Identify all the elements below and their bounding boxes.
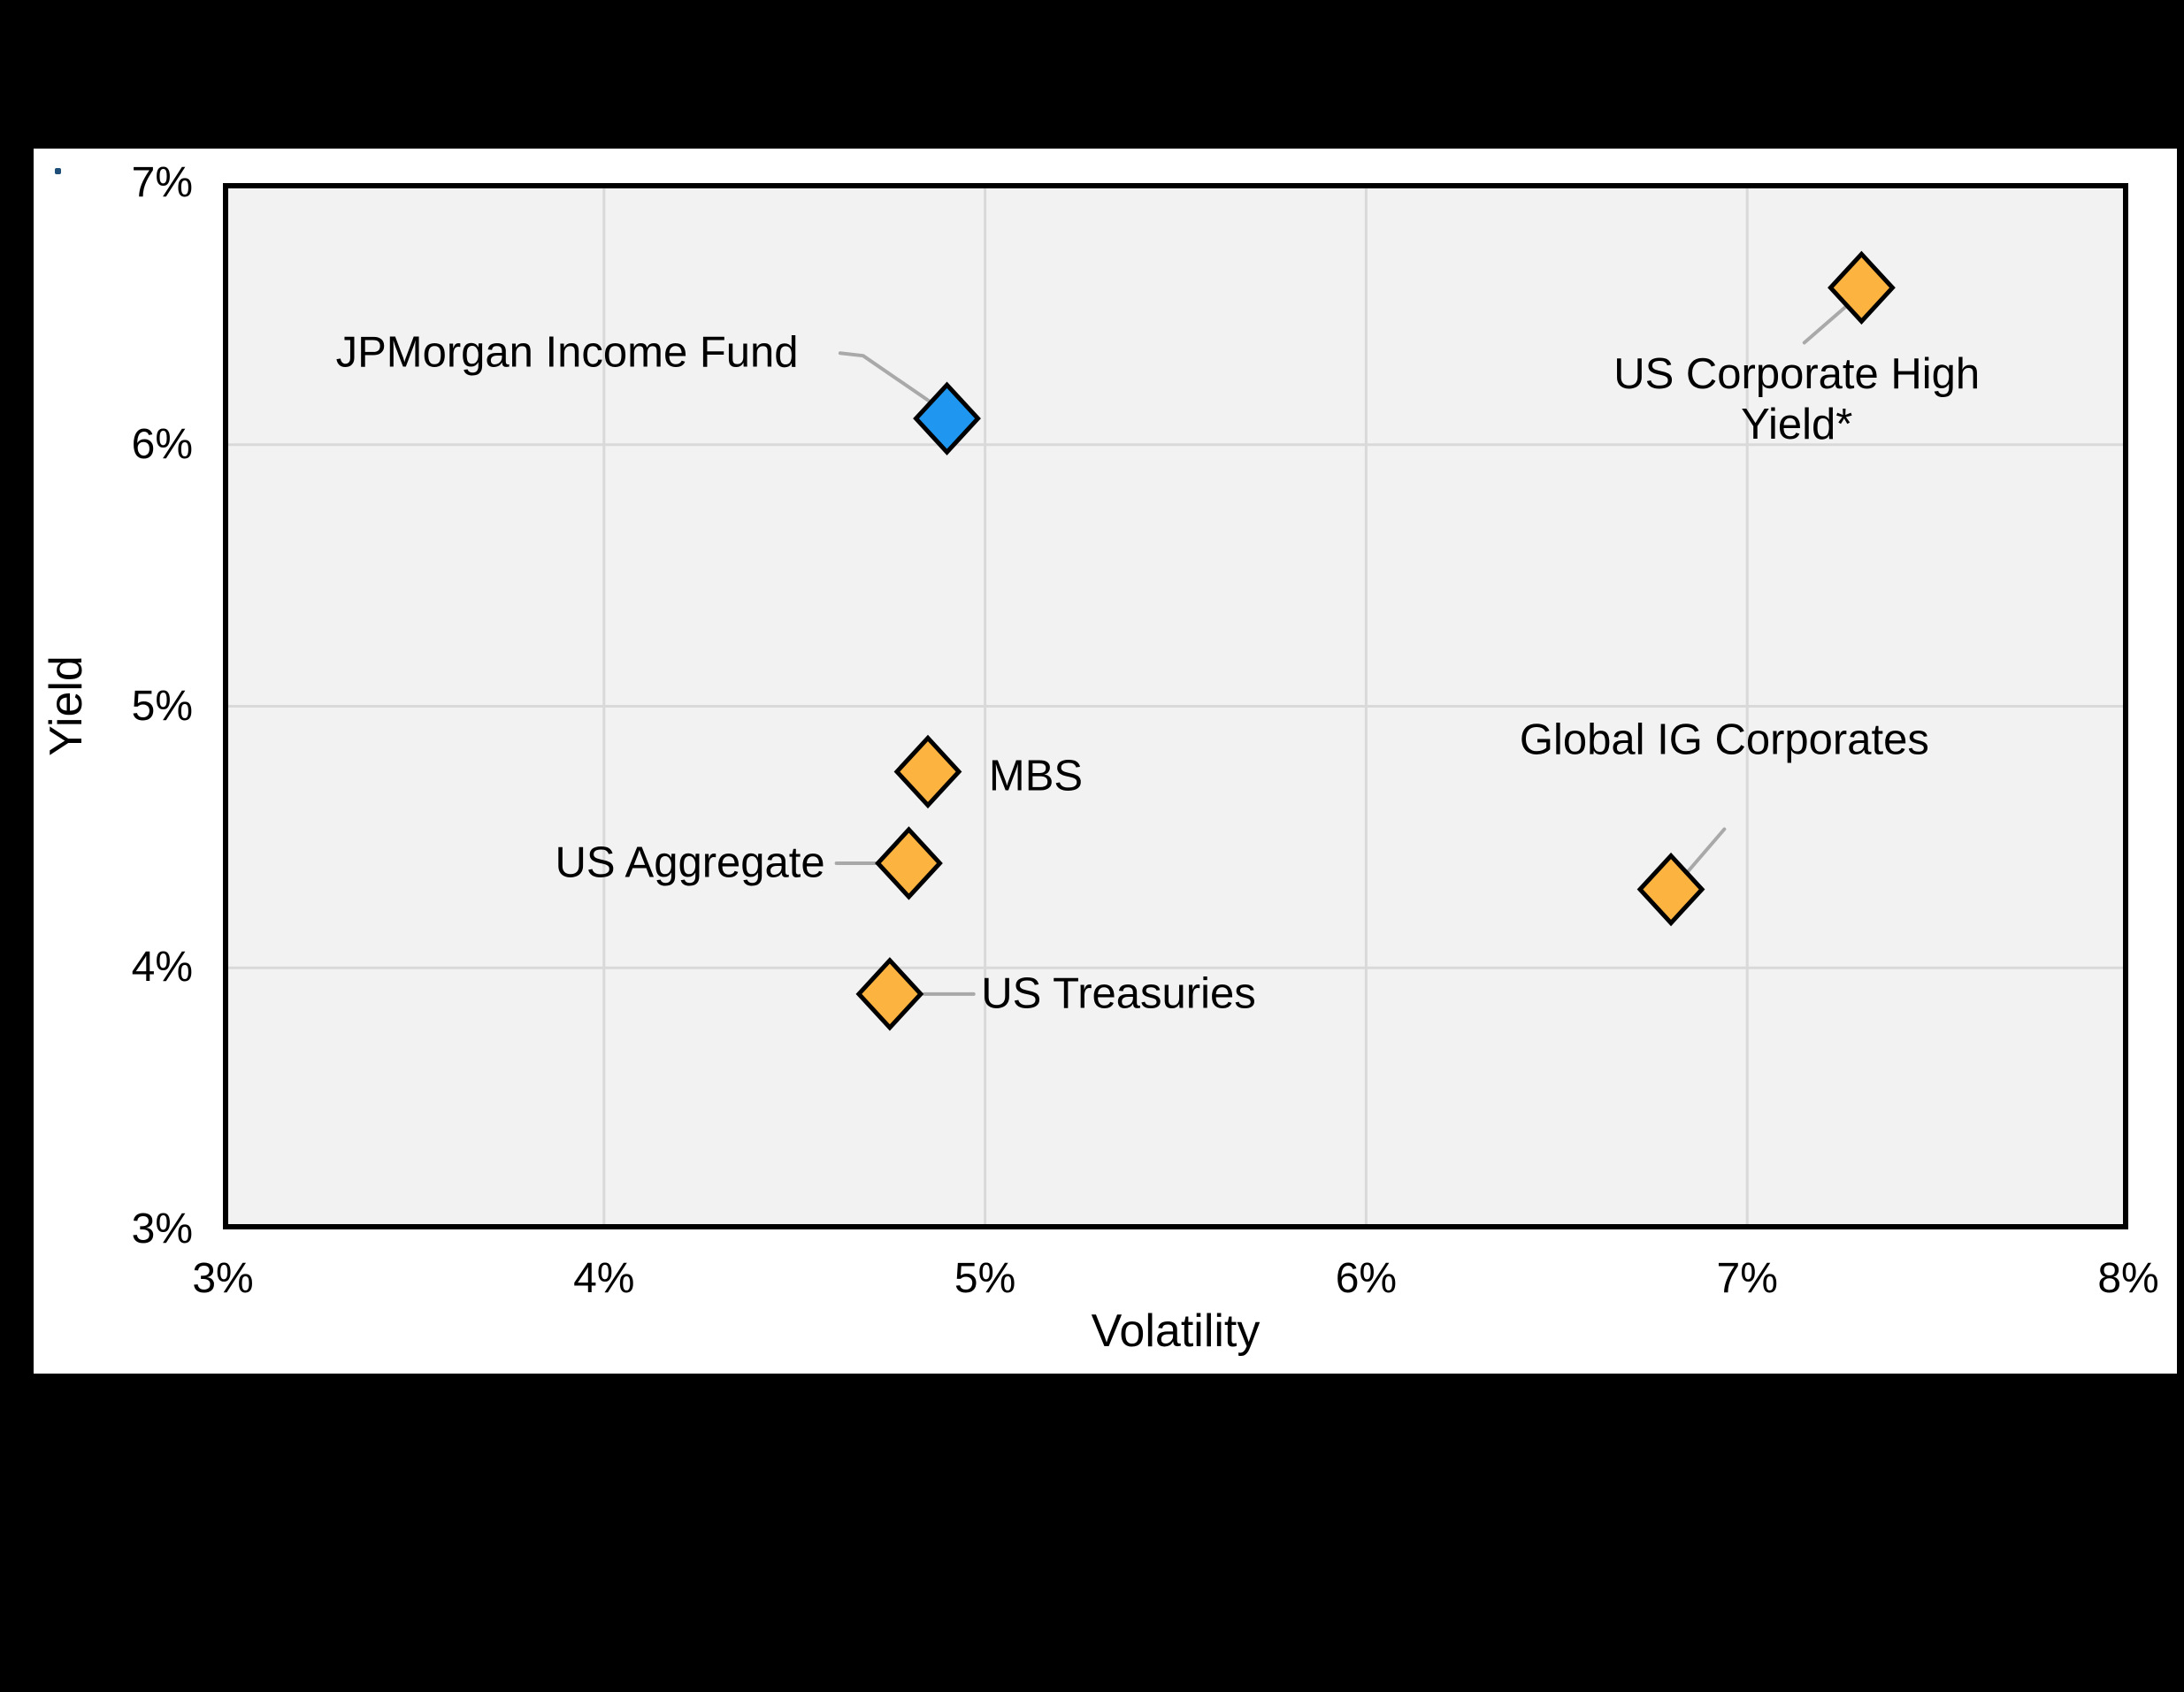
y-tick-6: 6% bbox=[131, 420, 193, 468]
plot-border bbox=[223, 183, 2128, 1229]
annotation-us-aggregate: US Aggregate bbox=[556, 838, 825, 889]
annotation-line: JPMorgan Income Fund bbox=[335, 328, 799, 377]
x-tick-6: 6% bbox=[1335, 1255, 1398, 1302]
annotation-line: MBS bbox=[988, 752, 1084, 800]
x-tick-7: 7% bbox=[1716, 1255, 1778, 1302]
chart-card: Yield JPMorgan Income Fund US Corporate H… bbox=[34, 149, 2177, 1374]
y-tick-3: 3% bbox=[131, 1206, 193, 1252]
data-point-global-ig-corporates bbox=[1636, 852, 1705, 927]
leader-line-jpmorgan-income-fund bbox=[838, 351, 949, 416]
x-tick-4: 4% bbox=[573, 1255, 635, 1302]
annotation-line: Global IG Corporates bbox=[1519, 716, 1929, 764]
annotation-us-treasuries: US Treasuries bbox=[981, 968, 1255, 1019]
y-tick-5: 5% bbox=[131, 682, 193, 730]
annotation-line: Yield* bbox=[1741, 401, 1853, 449]
data-point-mbs bbox=[893, 734, 962, 809]
x-axis-title: Volatility bbox=[1091, 1305, 1261, 1357]
data-point-us-treasuries bbox=[855, 957, 924, 1031]
scatter-plot-canvas bbox=[223, 183, 2128, 1229]
data-point-jpmorgan-income-fund bbox=[913, 381, 981, 456]
annotation-line: US Corporate High bbox=[1613, 350, 1981, 399]
y-tick-4: 4% bbox=[131, 944, 193, 991]
data-point-us-corporate-high-yield bbox=[1828, 250, 1896, 325]
bullet-dot bbox=[55, 168, 61, 174]
annotation-line: US Aggregate bbox=[555, 838, 825, 887]
y-tick-7: 7% bbox=[131, 159, 193, 206]
y-axis-title: Yield bbox=[41, 655, 92, 756]
annotation-mbs: MBS bbox=[989, 752, 1083, 802]
annotation-jpmorgan-income-fund: JPMorgan Income Fund bbox=[336, 328, 799, 379]
plot-area: JPMorgan Income Fund US Corporate High Yie… bbox=[223, 183, 2128, 1229]
x-tick-3: 3% bbox=[192, 1255, 254, 1302]
data-point-us-aggregate bbox=[875, 826, 943, 900]
annotation-line: US Treasuries bbox=[981, 969, 1256, 1018]
x-tick-8: 8% bbox=[2097, 1255, 2159, 1302]
x-tick-5: 5% bbox=[954, 1255, 1016, 1302]
annotation-global-ig-corporates: Global IG Corporates bbox=[1520, 716, 1929, 766]
annotation-us-corporate-high-yield: US Corporate High Yield* bbox=[1613, 350, 1980, 451]
